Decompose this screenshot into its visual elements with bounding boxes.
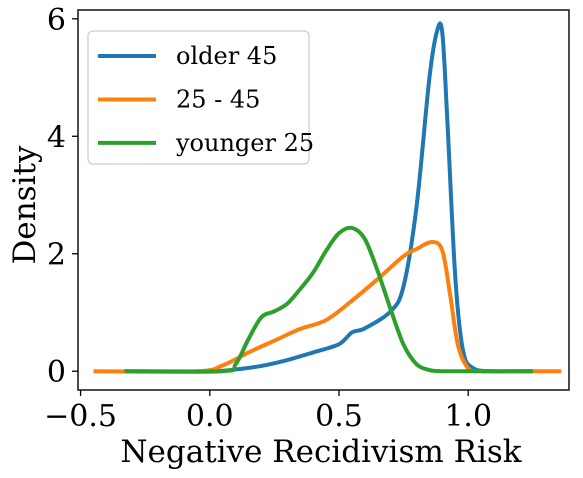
series-line-3 (124, 225, 533, 374)
legend-label-3: younger 25 (175, 129, 314, 157)
x-tick-label: 0.5 (315, 399, 363, 434)
ticks-layer: −0.5 0.0 0.5 1.0 0 2 4 6 (44, 3, 492, 434)
legend-box (87, 30, 310, 165)
y-tick-label: 6 (47, 3, 66, 38)
legend-label-1: older 45 (176, 42, 277, 70)
x-tick-label: −0.5 (44, 399, 117, 434)
x-axis-label: Negative Recidivism Risk (120, 434, 521, 470)
series-line-2 (93, 239, 562, 374)
x-tick-label: 1.0 (444, 399, 492, 434)
x-tick-label: 0.0 (186, 399, 234, 434)
y-tick-label: 4 (47, 120, 66, 155)
series-layer (93, 21, 562, 374)
y-tick-label: 0 (47, 355, 66, 390)
y-tick-label: 2 (47, 238, 66, 273)
legend: older 45 25 - 45 younger 25 (87, 30, 314, 165)
legend-label-2: 25 - 45 (176, 85, 260, 113)
y-axis-label: Density (7, 145, 43, 264)
axes-layer (77, 9, 570, 391)
axes-frame (77, 9, 570, 391)
